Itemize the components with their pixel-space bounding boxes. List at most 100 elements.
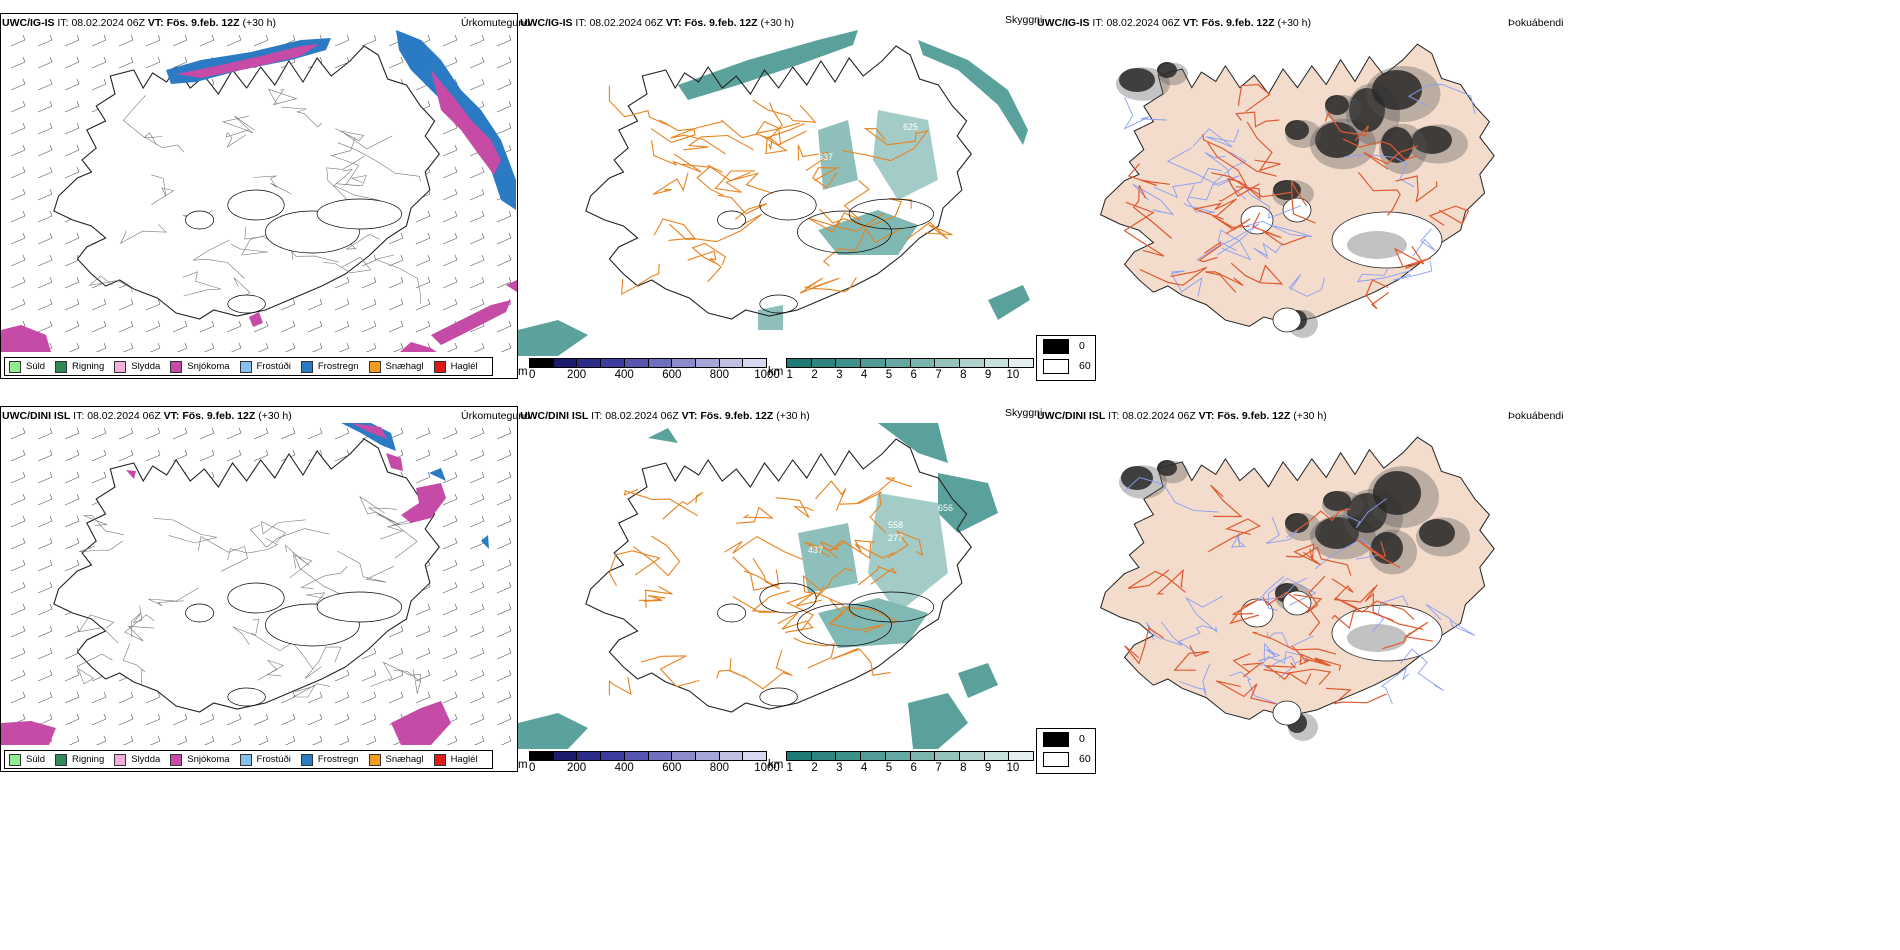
colorbar-cell <box>719 359 744 367</box>
fog-legend-row: 60 <box>1037 749 1095 769</box>
height-unit-row1: m <box>518 366 528 378</box>
height-colorbar-row1: 0 200 400 600 800 1000 <box>529 358 780 384</box>
visibility-tick-label: 10 <box>1006 762 1020 774</box>
visibility-fields <box>518 423 998 749</box>
height-tick-label: 800 <box>709 762 729 774</box>
fog-indicator-legend-row2: 0 60 <box>1036 728 1096 774</box>
iceland-outline <box>585 438 972 713</box>
colorbar-cell <box>624 752 649 760</box>
precip-type-legend-row2: Súld Rigning Slydda Snjókoma Frostúði Frostre… <box>4 750 493 769</box>
legend-swatch <box>9 753 21 766</box>
iceland-outline <box>53 438 440 713</box>
height-tick-label: 1000 <box>754 762 780 774</box>
height-tick-label: 800 <box>709 369 729 381</box>
colorbar-cell <box>672 752 696 760</box>
legend-item-rigning: Rigning <box>55 360 104 373</box>
visibility-tick-label: 8 <box>960 369 967 381</box>
fog-indicator-map-row1 <box>1099 43 1495 338</box>
precip-panel-row2 <box>0 406 518 772</box>
legend-label: Rigning <box>72 754 105 765</box>
legend-swatch <box>300 753 313 766</box>
colorbar-cell <box>577 752 602 760</box>
legend-item-snjókoma: Snjókoma <box>170 753 230 766</box>
height-tick-label: 600 <box>662 762 682 774</box>
colorbar-cell <box>624 359 649 367</box>
fog-legend-label: 60 <box>1079 360 1091 372</box>
height-tick-label: 400 <box>614 762 634 774</box>
legend-swatch <box>433 360 446 373</box>
legend-item-haglél: Haglél <box>433 753 478 766</box>
legend-label: Súld <box>26 361 46 372</box>
colorbar-cell <box>530 359 554 367</box>
visibility-tick-label: 9 <box>984 762 992 774</box>
visibility-tick-label: 4 <box>860 762 868 774</box>
colorbar-cell <box>885 752 911 760</box>
panel-title-dew-row1: Þokuábendi <box>1508 17 1564 29</box>
visibility-tick-label: 9 <box>984 369 992 381</box>
colorbar-cell <box>743 752 767 760</box>
colorbar-cell <box>935 752 960 760</box>
colorbar-cell <box>577 359 602 367</box>
panel-header-dew-row1: UWC/IG-IS IT: 08.02.2024 06Z VT: Fös. 9.… <box>1037 17 1312 29</box>
visibility-colorbar-row1: 1 2 3 4 5 6 7 8 9 10 <box>786 358 1034 384</box>
precip-type-map-row2 <box>1 423 512 745</box>
colorbar-cell <box>910 752 936 760</box>
colorbar-cell <box>959 752 985 760</box>
fog-legend-label: 0 <box>1079 340 1085 352</box>
legend-label: Súld <box>26 754 46 765</box>
visibility-tick-label: 6 <box>910 369 917 381</box>
height-unit-row2: m <box>518 759 528 771</box>
fog-index-fields <box>1116 62 1468 338</box>
legend-label: Snjókoma <box>187 361 230 372</box>
visibility-tick-label: 7 <box>935 369 942 381</box>
colorbar-cell <box>984 752 1010 760</box>
legend-label: Haglél <box>450 361 478 372</box>
colorbar-cell <box>672 359 696 367</box>
panel-header-cloud-row2: UWC/DINI ISL IT: 08.02.2024 06Z VT: Fös.… <box>520 410 810 422</box>
colorbar-cell <box>1009 359 1034 367</box>
visibility-fields <box>518 30 1030 356</box>
visibility-unit-row2: km <box>768 759 784 771</box>
legend-swatch <box>170 753 183 766</box>
visibility-tick-label: 2 <box>811 369 818 381</box>
legend-item-slydda: Slydda <box>114 360 161 373</box>
colorbar-cell <box>787 359 812 367</box>
visibility-tick-label: 4 <box>860 369 868 381</box>
legend-swatch <box>114 360 127 373</box>
legend-swatch <box>55 360 68 373</box>
legend-item-snjókoma: Snjókoma <box>170 360 230 373</box>
legend-swatch <box>9 360 21 373</box>
fog-indicator-map-row2 <box>1099 436 1495 741</box>
fog-legend-swatch <box>1043 751 1069 767</box>
colorbar-cell <box>885 359 911 367</box>
legend-swatch <box>55 753 68 766</box>
legend-item-frostúði: Frostúði <box>239 753 291 766</box>
height-tick-label: 0 <box>529 369 536 381</box>
legend-swatch <box>368 360 381 373</box>
colorbar-cell <box>648 752 673 760</box>
height-colorbar-row2: 0 200 400 600 800 1000 <box>529 751 780 777</box>
visibility-colorbar-row2: 1 2 3 4 5 6 7 8 9 10 <box>786 751 1034 777</box>
panel-header-dew-row2: UWC/DINI ISL IT: 08.02.2024 06Z VT: Fös.… <box>1037 410 1327 422</box>
height-tick-label: 1000 <box>754 369 780 381</box>
legend-label: Snæhagl <box>385 361 424 372</box>
fog-index-fields <box>1119 460 1470 741</box>
visibility-tick-label: 5 <box>885 369 893 381</box>
legend-item-snæhagl: Snæhagl <box>368 753 424 766</box>
legend-label: Slydda <box>131 361 161 372</box>
legend-label: Haglél <box>450 754 478 765</box>
legend-label: Frostregn <box>317 361 359 372</box>
visibility-map-row2: 437 558 277 656 <box>518 423 998 749</box>
visibility-tick-label: 1 <box>786 369 793 381</box>
legend-swatch <box>170 360 183 373</box>
legend-label: Frostúði <box>256 754 291 765</box>
legend-swatch <box>433 753 446 766</box>
legend-item-súld: Súld <box>9 360 46 373</box>
legend-label: Snæhagl <box>385 754 424 765</box>
colorbar-cell <box>787 752 812 760</box>
fog-legend-swatch <box>1043 358 1069 374</box>
spot-height-label: 625 <box>903 122 918 132</box>
fog-legend-row: 0 <box>1037 336 1095 356</box>
fog-legend-row: 60 <box>1037 356 1095 376</box>
spot-height-label: 437 <box>808 545 823 555</box>
